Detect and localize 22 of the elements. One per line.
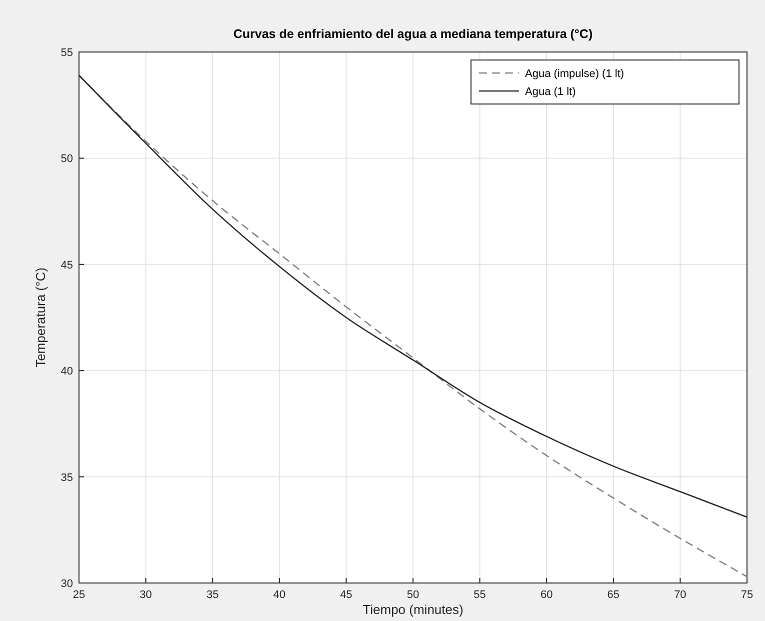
x-tick-label: 60 bbox=[540, 589, 553, 601]
x-tick-label: 70 bbox=[674, 589, 686, 601]
chart-title: Curvas de enfriamiento del agua a mediana temperatura (°C) bbox=[233, 27, 593, 41]
legend-label: Agua (impulse) (1 lt) bbox=[525, 68, 624, 80]
x-tick-label: 25 bbox=[72, 589, 86, 601]
y-tick-label: 55 bbox=[60, 47, 73, 59]
legend-label: Agua (1 lt) bbox=[525, 86, 576, 98]
y-tick-label: 40 bbox=[60, 366, 73, 378]
x-tick-label: 55 bbox=[474, 589, 486, 601]
y-tick-label: 50 bbox=[60, 153, 73, 166]
y-axis-title: Temperatura (°C) bbox=[33, 268, 48, 368]
y-tick-label: 30 bbox=[60, 578, 73, 590]
x-tick-label: 45 bbox=[340, 589, 352, 601]
x-tick-label: 30 bbox=[140, 589, 152, 601]
x-tick-label: 50 bbox=[406, 589, 420, 601]
x-tick-label: 40 bbox=[273, 589, 286, 601]
y-tick-label: 35 bbox=[60, 472, 73, 484]
y-tick-label: 45 bbox=[60, 259, 73, 272]
x-tick-label: 65 bbox=[607, 589, 620, 601]
x-tick-label: 75 bbox=[740, 589, 754, 601]
x-tick-label: 35 bbox=[206, 589, 219, 601]
x-axis-title: Tiempo (minutes) bbox=[362, 602, 464, 617]
